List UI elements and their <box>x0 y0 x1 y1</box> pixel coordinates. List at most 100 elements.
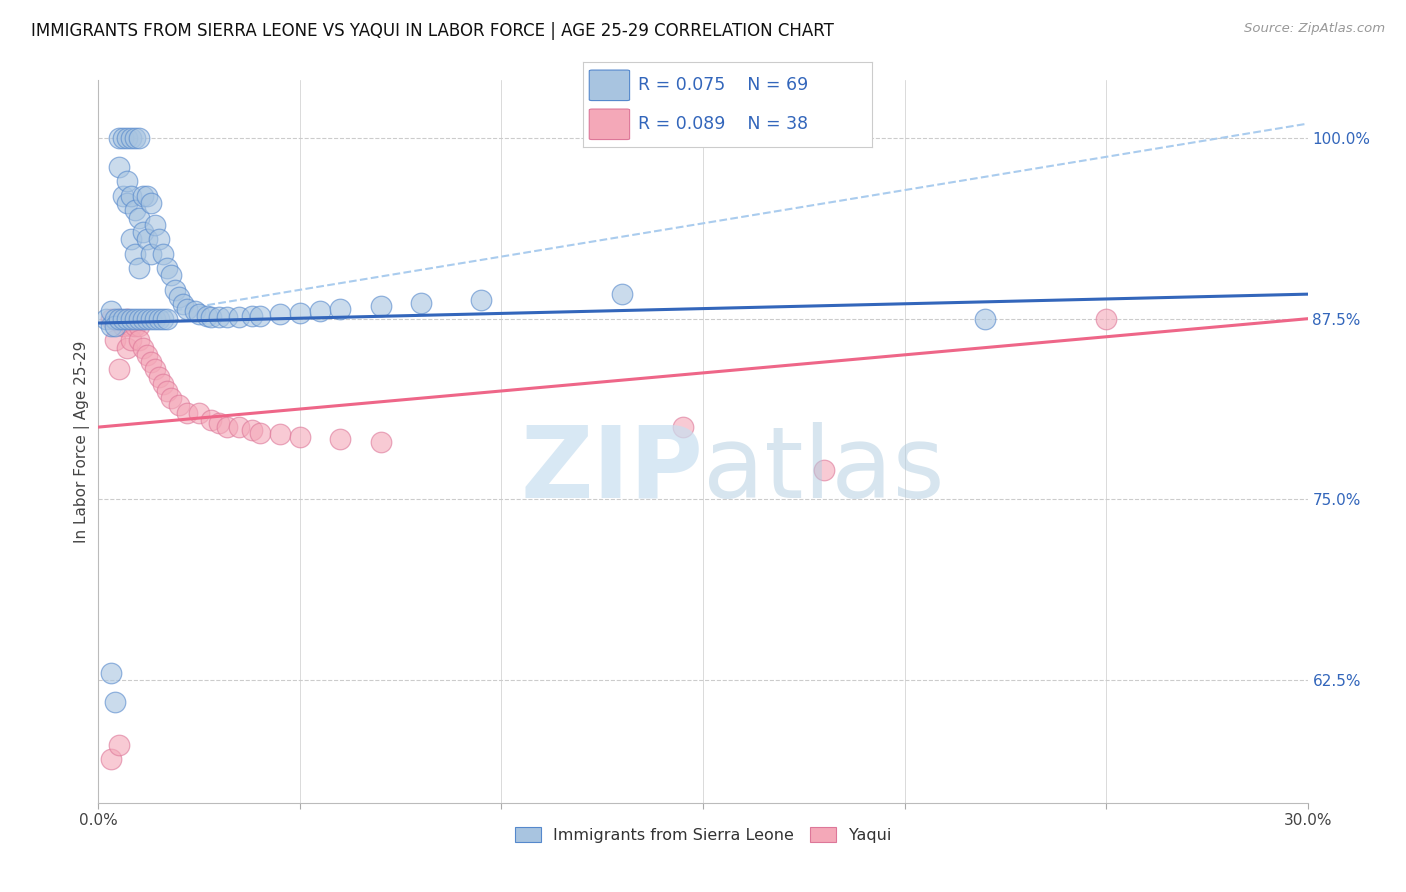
Point <box>115 131 138 145</box>
Point <box>103 334 125 348</box>
Point <box>128 211 150 225</box>
Point <box>124 131 146 145</box>
FancyBboxPatch shape <box>589 70 630 101</box>
Point <box>143 311 166 326</box>
Point <box>176 406 198 420</box>
Point <box>107 311 129 326</box>
Point <box>124 311 146 326</box>
Point <box>370 434 392 449</box>
Point <box>100 665 122 680</box>
Point <box>156 311 179 326</box>
Point <box>167 290 190 304</box>
Point <box>115 174 138 188</box>
Point <box>107 362 129 376</box>
Point <box>103 311 125 326</box>
Point <box>100 311 122 326</box>
Point <box>612 287 634 301</box>
Point <box>143 362 166 376</box>
Point <box>176 301 198 316</box>
Point <box>124 203 146 218</box>
Point <box>240 309 263 323</box>
Point <box>135 189 157 203</box>
Point <box>813 463 835 477</box>
Point <box>184 304 207 318</box>
Point <box>167 398 190 412</box>
Point <box>132 225 155 239</box>
Point <box>249 309 271 323</box>
Point <box>115 341 138 355</box>
Point <box>200 310 222 325</box>
Point <box>135 232 157 246</box>
Point <box>160 391 183 405</box>
Point <box>132 189 155 203</box>
Point <box>269 307 291 321</box>
Point <box>152 376 174 391</box>
Point <box>309 304 332 318</box>
Point <box>96 311 118 326</box>
Y-axis label: In Labor Force | Age 25-29: In Labor Force | Age 25-29 <box>75 341 90 542</box>
Point <box>107 738 129 752</box>
Point <box>139 355 162 369</box>
Point <box>974 311 997 326</box>
Point <box>156 384 179 398</box>
Point <box>132 311 155 326</box>
Point <box>370 299 392 313</box>
Point <box>111 311 134 326</box>
Point <box>107 131 129 145</box>
Point <box>195 309 218 323</box>
Point <box>188 406 211 420</box>
Point <box>200 413 222 427</box>
Point <box>100 752 122 766</box>
Point <box>100 318 122 333</box>
Point <box>172 297 194 311</box>
Point <box>115 311 138 326</box>
Point <box>329 301 352 316</box>
Point <box>120 189 142 203</box>
Text: IMMIGRANTS FROM SIERRA LEONE VS YAQUI IN LABOR FORCE | AGE 25-29 CORRELATION CHA: IMMIGRANTS FROM SIERRA LEONE VS YAQUI IN… <box>31 22 834 40</box>
Point <box>249 425 271 440</box>
Point <box>128 261 150 276</box>
Point <box>120 318 142 333</box>
Point <box>128 318 150 333</box>
Point <box>139 196 162 211</box>
Point <box>139 246 162 260</box>
Point <box>148 232 170 246</box>
Point <box>288 306 311 320</box>
Point <box>115 196 138 211</box>
Point <box>139 311 162 326</box>
Point <box>672 420 695 434</box>
Point <box>329 432 352 446</box>
Point <box>163 283 186 297</box>
Point <box>111 318 134 333</box>
Point <box>115 311 138 326</box>
Point <box>128 334 150 348</box>
Point <box>288 430 311 444</box>
Point <box>100 304 122 318</box>
Point <box>160 268 183 283</box>
Point <box>120 311 142 326</box>
Point <box>107 160 129 174</box>
Point <box>148 369 170 384</box>
Point <box>208 310 231 325</box>
Point <box>132 341 155 355</box>
Point <box>148 311 170 326</box>
Point <box>128 131 150 145</box>
Point <box>217 310 239 325</box>
Point <box>269 427 291 442</box>
Point <box>124 246 146 260</box>
Point <box>143 218 166 232</box>
Point <box>156 261 179 276</box>
Point <box>124 318 146 333</box>
Point <box>120 334 142 348</box>
Point <box>470 293 492 307</box>
Point <box>120 131 142 145</box>
FancyBboxPatch shape <box>589 109 630 139</box>
Text: R = 0.075    N = 69: R = 0.075 N = 69 <box>638 77 808 95</box>
Point <box>188 307 211 321</box>
Text: R = 0.089    N = 38: R = 0.089 N = 38 <box>638 115 808 133</box>
Text: atlas: atlas <box>703 422 945 519</box>
Text: ZIP: ZIP <box>520 422 703 519</box>
Point <box>1095 311 1118 326</box>
Point <box>409 295 432 310</box>
Point <box>228 310 250 325</box>
